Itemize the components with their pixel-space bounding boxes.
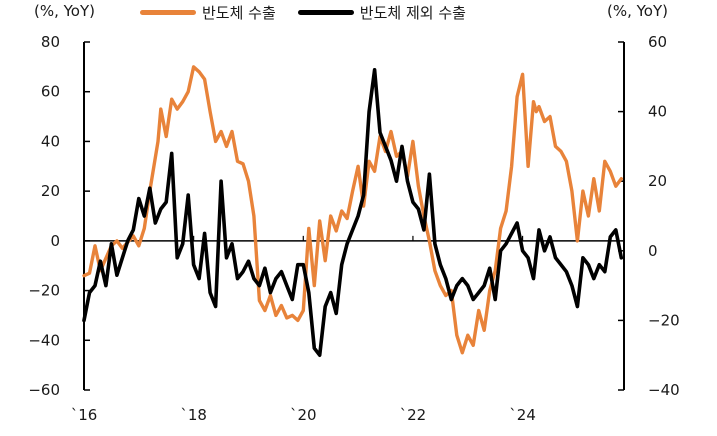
- left-tick-label: −20: [28, 282, 60, 300]
- right-tick-label: −40: [648, 381, 680, 399]
- x-tick-label: `22: [400, 406, 427, 424]
- right-tick-label: 60: [648, 33, 667, 51]
- chart-axes: 80 60 40 20 0 −20 −40 −60 60 40 20 0 −20 −40 `16 `18 `20…: [28, 33, 679, 424]
- chart-legend: 반도체 수출 반도체 제외 수출: [140, 2, 488, 23]
- right-tick-label: 20: [648, 172, 667, 190]
- left-tick-label: 60: [41, 83, 60, 101]
- legend-item-semiconductor: 반도체 수출: [140, 2, 276, 23]
- legend-label-semiconductor: 반도체 수출: [202, 4, 276, 22]
- chart-lines: [82, 65, 624, 358]
- left-tick-label: 80: [41, 33, 60, 51]
- legend-swatch-orange: [140, 10, 196, 15]
- x-tick-label: `18: [180, 406, 207, 424]
- left-tick-label: 0: [50, 232, 60, 250]
- left-tick-label: −40: [28, 331, 60, 349]
- right-axis-unit-label: (%, YoY): [607, 2, 669, 20]
- x-tick-label: `16: [71, 406, 98, 424]
- legend-swatch-black: [297, 10, 354, 15]
- left-axis-unit-label: (%, YoY): [34, 2, 96, 20]
- left-tick-label: −60: [28, 381, 60, 399]
- right-tick-label: 40: [648, 103, 667, 121]
- right-tick-label: 0: [648, 242, 658, 260]
- legend-item-ex-semiconductor: 반도체 제외 수출: [297, 2, 466, 23]
- ex-semiconductor-export-line: [82, 68, 624, 358]
- semiconductor-export-line: [82, 65, 623, 355]
- x-tick-label: `20: [290, 406, 317, 424]
- x-tick-label: `24: [509, 406, 536, 424]
- right-tick-label: −20: [648, 311, 680, 329]
- legend-label-ex-semiconductor: 반도체 제외 수출: [359, 4, 466, 22]
- left-tick-label: 20: [41, 182, 60, 200]
- left-tick-label: 40: [41, 132, 60, 150]
